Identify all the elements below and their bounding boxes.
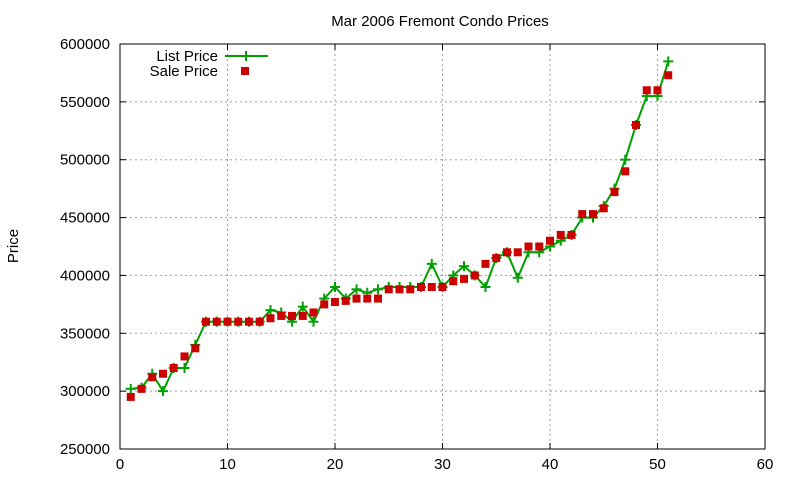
- y-tick-label: 500000: [60, 152, 110, 169]
- sale-price-point: [148, 373, 157, 382]
- y-axis-label: Price: [5, 229, 22, 263]
- x-tick-label: 30: [434, 456, 451, 473]
- list-price-point: [426, 258, 437, 269]
- sale-price-point: [664, 71, 673, 80]
- sale-price-point: [126, 392, 135, 401]
- sale-price-point: [309, 308, 318, 317]
- sale-price-point: [449, 277, 458, 286]
- sale-price-point: [470, 271, 479, 280]
- x-tick-label: 20: [327, 456, 344, 473]
- x-tick-label: 0: [116, 456, 124, 473]
- sale-price-point: [288, 311, 296, 320]
- list-price-line: [130, 61, 670, 394]
- axis-ticks: 0 10 20 30 40 50 60 250000 300000 350000 400000 450…: [60, 36, 773, 473]
- y-tick-label: 400000: [60, 267, 110, 284]
- list-price-point: [265, 305, 276, 316]
- sale-price-point: [632, 121, 640, 129]
- sale-price-point: [180, 352, 189, 361]
- sale-price-point: [137, 384, 146, 393]
- x-tick-label: 50: [649, 456, 666, 473]
- sale-price-point: [374, 294, 382, 303]
- y-tick-label: 350000: [60, 325, 110, 342]
- sale-price-point: [363, 294, 372, 303]
- sale-price-point: [395, 285, 404, 294]
- sale-price-point: [245, 317, 253, 326]
- x-tick-label: 10: [219, 456, 236, 473]
- sale-price-point: [234, 317, 243, 326]
- legend: List Price Sale Price: [150, 48, 268, 80]
- grid-lines: [120, 44, 765, 449]
- legend-label-list-price: List Price: [156, 48, 218, 65]
- sale-price-point: [589, 210, 597, 219]
- x-tick-label: 60: [757, 456, 774, 473]
- sale-price-point: [352, 294, 361, 303]
- legend-plus-glyph: [241, 51, 251, 61]
- sale-price-point: [599, 204, 608, 213]
- sale-price-point: [341, 296, 350, 305]
- list-price-point: [308, 316, 319, 327]
- sale-price-point: [384, 285, 393, 294]
- legend-label-sale-price: Sale Price: [150, 63, 218, 80]
- sale-price-point: [556, 230, 565, 239]
- sale-price-point: [567, 230, 576, 239]
- sale-price-point: [159, 369, 167, 378]
- list-price-point: [512, 272, 523, 283]
- sale-price-point: [212, 317, 221, 326]
- chart-title: Mar 2006 Fremont Condo Prices: [331, 13, 549, 30]
- sale-price-point: [331, 298, 339, 307]
- sale-price-point: [460, 274, 468, 283]
- sale-price-point: [642, 86, 651, 95]
- sale-price-point: [320, 300, 329, 309]
- y-tick-label: 250000: [60, 441, 110, 458]
- sale-price-point: [427, 283, 436, 291]
- sale-price-point: [298, 311, 307, 320]
- legend-marker-list-price: [241, 51, 251, 61]
- list-price-point: [663, 56, 674, 67]
- sale-price-point: [406, 285, 415, 294]
- y-tick-label: 600000: [60, 36, 110, 53]
- sale-price-point: [513, 248, 522, 257]
- sale-price-point: [535, 242, 544, 251]
- sale-price-point: [492, 254, 501, 263]
- list-price-point: [297, 301, 308, 312]
- sale-price-point: [202, 317, 210, 326]
- list-price-point: [158, 386, 168, 397]
- list-price-point: [330, 282, 340, 292]
- sale-price-point: [277, 311, 286, 320]
- sale-price-point: [191, 344, 200, 353]
- legend-marker-sale-price: [241, 67, 249, 75]
- y-tick-label: 450000: [60, 210, 110, 227]
- sale-price-point: [610, 188, 619, 197]
- list-price-point: [459, 261, 469, 272]
- x-tick-label: 40: [542, 456, 559, 473]
- series-layer: [125, 56, 674, 401]
- list-price-point: [480, 282, 491, 292]
- y-tick-label: 300000: [60, 383, 110, 400]
- sale-price-point: [546, 236, 554, 245]
- sale-price-point: [417, 283, 425, 291]
- sale-price-point: [438, 283, 447, 291]
- sale-price-point: [524, 242, 533, 251]
- sale-price-point: [653, 86, 662, 95]
- list-price-point: [179, 363, 190, 373]
- y-tick-label: 550000: [60, 94, 110, 111]
- sale-price-point: [621, 167, 630, 176]
- sale-price-point: [255, 317, 264, 326]
- sale-price-point: [481, 259, 490, 268]
- list-price-point: [620, 154, 631, 165]
- list-price-point: [351, 284, 362, 295]
- sale-price-point: [266, 314, 275, 323]
- sale-price-point: [503, 248, 511, 257]
- list-price-point: [373, 284, 383, 295]
- sale-price-point: [578, 210, 587, 219]
- list-price-point: [125, 383, 136, 394]
- sale-price-point: [169, 364, 178, 372]
- sale-price-point: [223, 317, 232, 326]
